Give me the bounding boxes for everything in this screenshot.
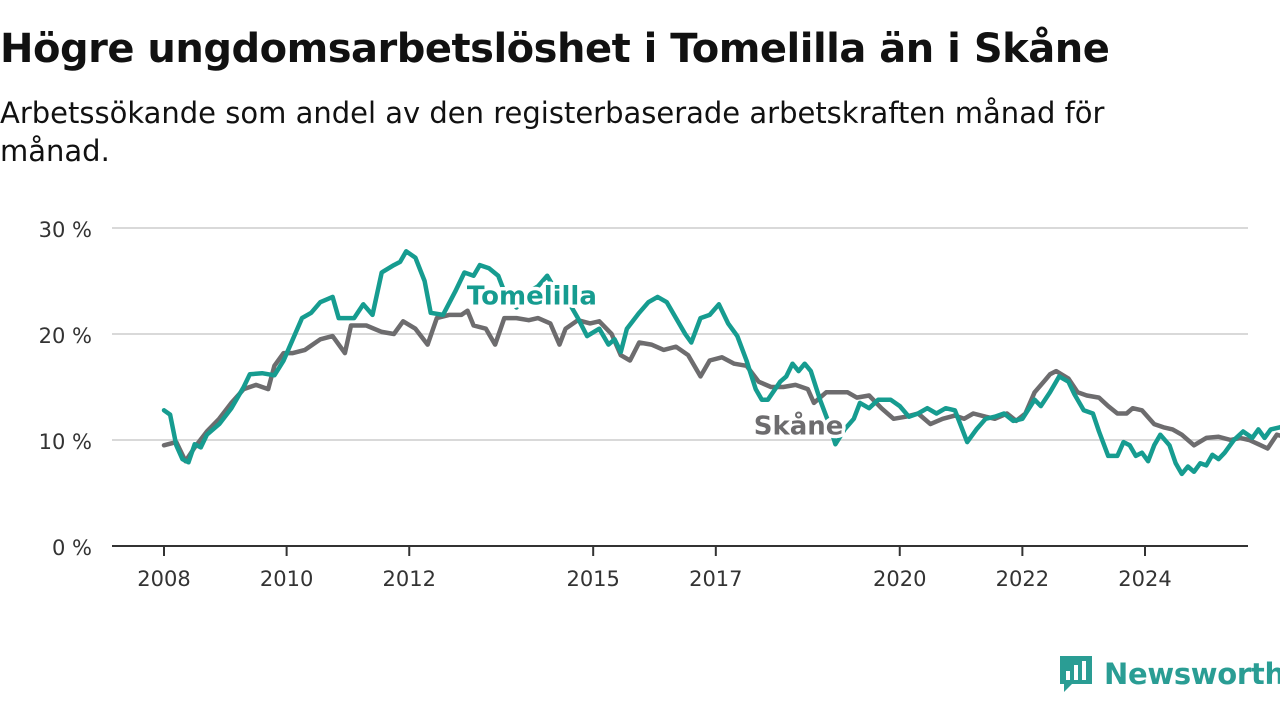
x-tick-label: 2022 [996, 567, 1049, 591]
newsworthy-logo-icon [1060, 656, 1092, 692]
x-tick-label: 2010 [260, 567, 313, 591]
x-tick-label: 2020 [873, 567, 926, 591]
skane-line [161, 308, 1280, 464]
tomelilla-series-label: Tomelilla [467, 281, 597, 311]
newsworthy-logo: Newsworthy [1058, 654, 1280, 694]
series-lines [161, 249, 1280, 477]
chart-subtitle: Arbetssökande som andel av den registerb… [0, 96, 1105, 168]
tomelilla-line [161, 249, 1280, 477]
x-tick-label: 2008 [137, 567, 190, 591]
gridlines [112, 227, 1248, 441]
y-tick-label: 10 % [39, 430, 92, 454]
y-tick-label: 30 % [39, 218, 92, 242]
y-tick-label: 20 % [39, 324, 92, 348]
axes: 0 % 10 % 20 % 30 % 2008 2010 2012 2015 2017 2020 2… [39, 218, 1248, 591]
x-tick-label: 2017 [689, 567, 742, 591]
x-tick-label: 2012 [383, 567, 436, 591]
x-tick-label: 2024 [1118, 567, 1171, 591]
chart-title: Högre ungdomsarbetslöshet i Tomelilla än… [0, 26, 1110, 72]
x-tick-label: 2015 [566, 567, 619, 591]
skane-series-label: Skåne [754, 410, 844, 442]
brand-name: Newsworthy [1104, 657, 1280, 691]
y-tick-label: 0 % [52, 536, 92, 560]
